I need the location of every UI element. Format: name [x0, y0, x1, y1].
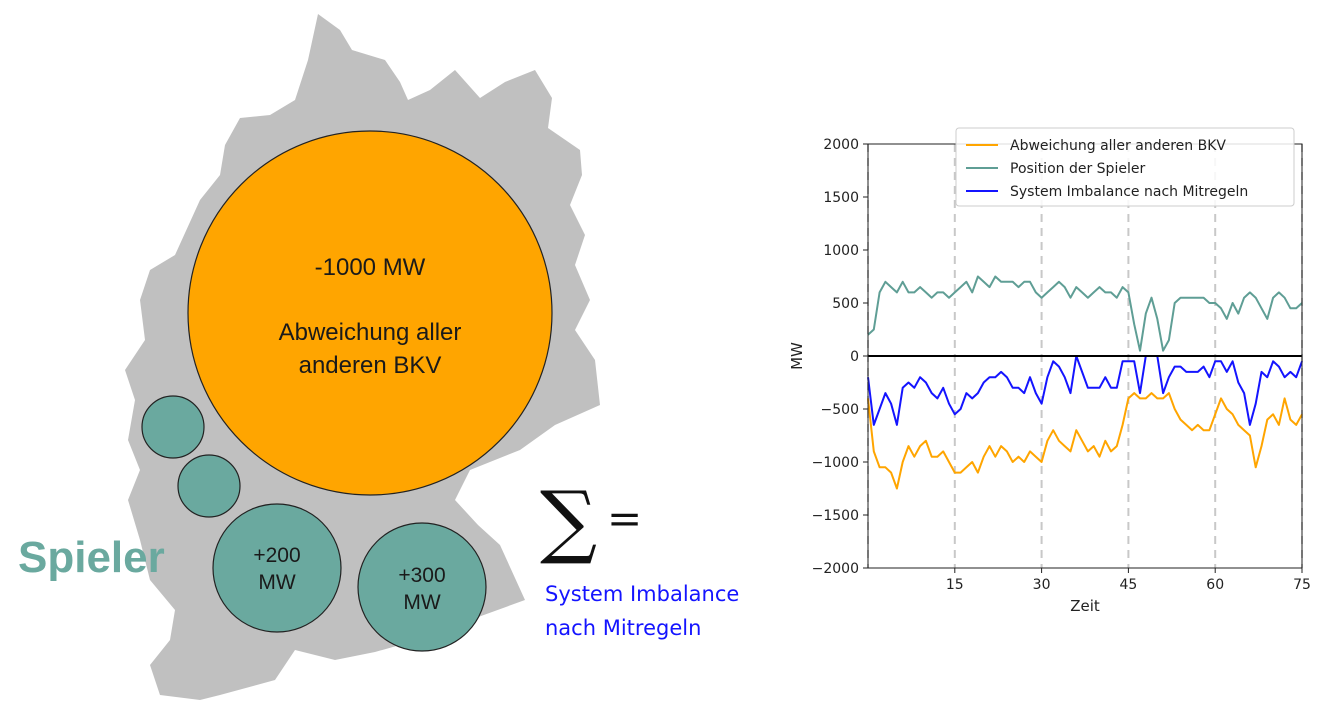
player-circle-300 [357, 522, 487, 652]
y-axis-label: MW [788, 342, 806, 370]
y-tick-label: 0 [850, 349, 859, 365]
sum-symbol: ∑ [540, 474, 597, 567]
y-axis-ticks: 2000 1500 1000 500 0 −500 −1000 −1500 −2000 [812, 137, 868, 577]
x-tick-label: 30 [1033, 577, 1051, 593]
series-lines [867, 275, 1303, 490]
player-300-value: +300 [398, 564, 445, 587]
player-300-unit: MW [403, 591, 440, 614]
legend-label: Abweichung aller anderen BKV [1010, 138, 1226, 154]
x-tick-label: 45 [1119, 577, 1137, 593]
equals-symbol: = [607, 494, 642, 543]
y-tick-label: 500 [832, 296, 859, 312]
result-label-line1: System Imbalance [545, 582, 739, 606]
imbalance-chart: 2000 1500 1000 500 0 −500 −1000 −1500 −2000 15 30… [788, 127, 1311, 615]
player-circle-small-2 [177, 454, 241, 518]
deviation-label-line2: anderen BKV [299, 352, 442, 379]
series-line [867, 355, 1303, 426]
legend: Abweichung aller anderen BKV Position der… [955, 127, 1295, 207]
y-tick-label: 1500 [823, 190, 859, 206]
germany-diagram: -1000 MW Abweichung aller anderen BKV +2… [18, 14, 739, 700]
series-line [867, 392, 1303, 490]
player-circle-small-1 [141, 395, 205, 459]
y-tick-label: 1000 [823, 243, 859, 259]
legend-label: System Imbalance nach Mitregeln [1010, 184, 1248, 200]
x-tick-label: 15 [946, 577, 964, 593]
result-label-line2: nach Mitregeln [545, 616, 701, 640]
series-line [867, 275, 1303, 352]
x-tick-label: 60 [1206, 577, 1224, 593]
y-tick-label: −2000 [812, 561, 859, 577]
legend-box [955, 127, 1295, 207]
y-tick-label: −500 [821, 402, 859, 418]
deviation-label-line1: Abweichung aller [279, 319, 462, 346]
player-200-value: +200 [253, 544, 300, 567]
player-200-unit: MW [258, 571, 295, 594]
x-axis-label: Zeit [1070, 597, 1100, 615]
deviation-circle [187, 130, 553, 496]
x-axis-ticks: 15 30 45 60 75 [946, 568, 1311, 593]
y-tick-label: −1000 [812, 455, 859, 471]
player-circle-200 [212, 503, 342, 633]
legend-label: Position der Spieler [1010, 161, 1145, 177]
deviation-value: -1000 MW [315, 254, 426, 281]
y-tick-label: −1500 [812, 508, 859, 524]
players-label: Spieler [18, 533, 165, 582]
x-tick-label: 75 [1293, 577, 1311, 593]
y-tick-label: 2000 [823, 137, 859, 153]
